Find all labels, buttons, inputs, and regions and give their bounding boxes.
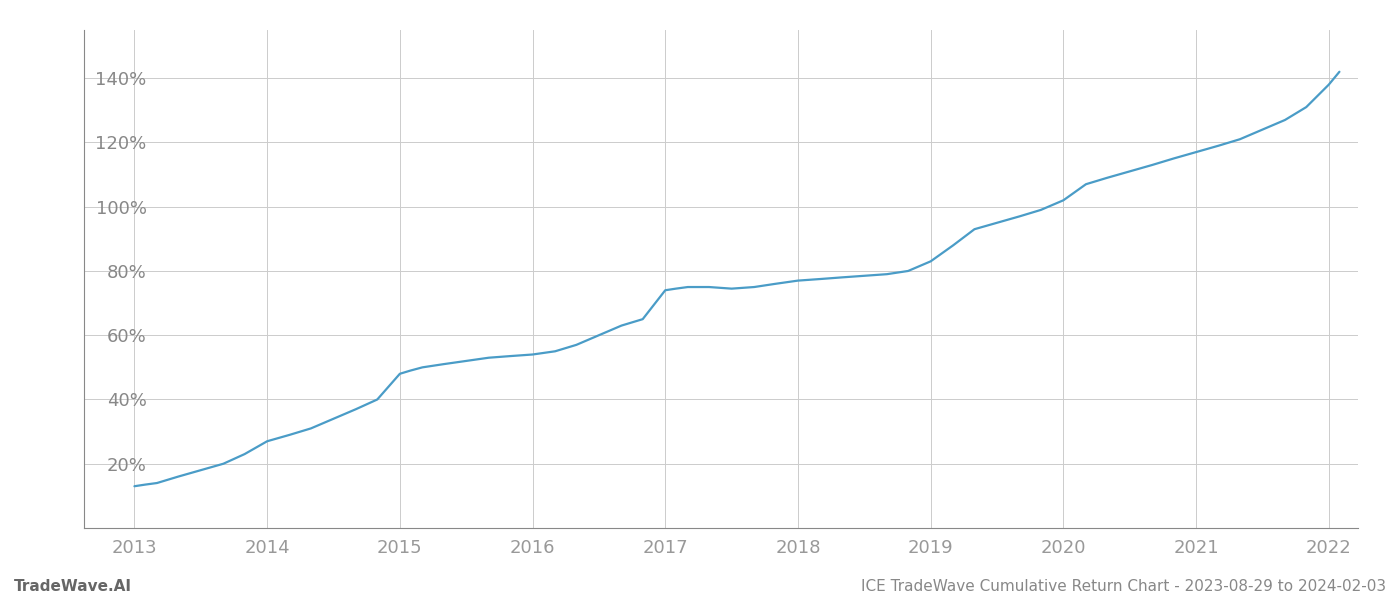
Text: ICE TradeWave Cumulative Return Chart - 2023-08-29 to 2024-02-03: ICE TradeWave Cumulative Return Chart - … bbox=[861, 579, 1386, 594]
Text: TradeWave.AI: TradeWave.AI bbox=[14, 579, 132, 594]
